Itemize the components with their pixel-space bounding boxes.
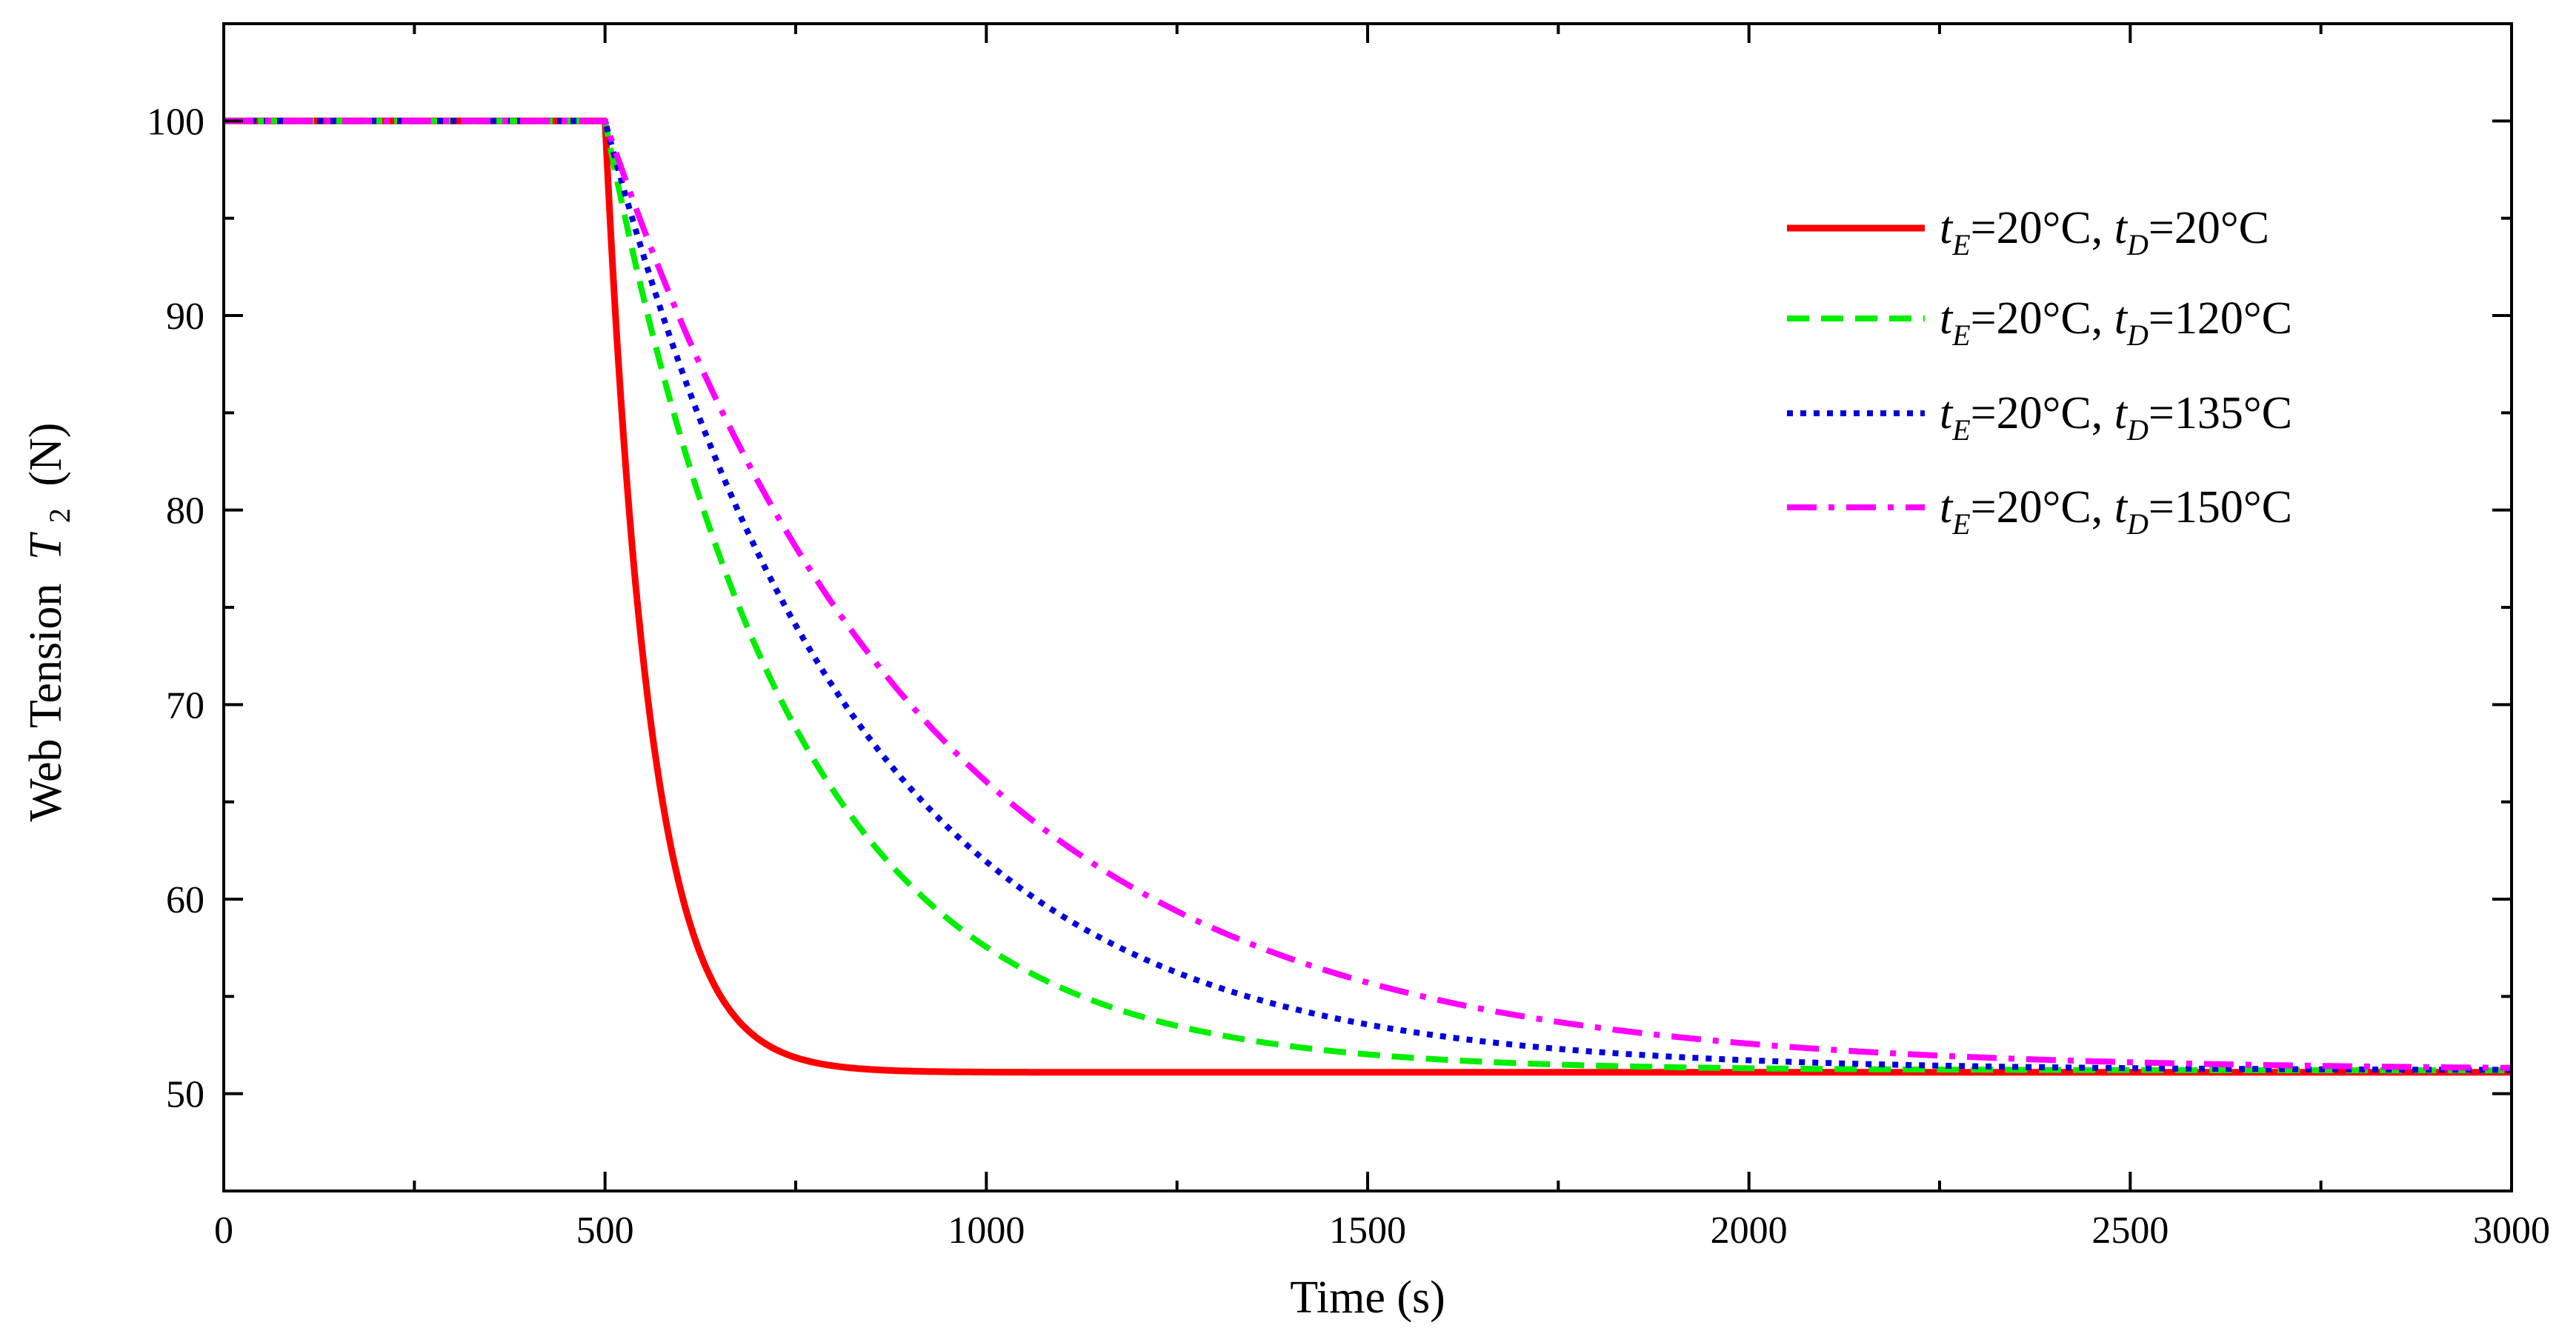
y-tick-label: 50 bbox=[166, 1074, 204, 1116]
x-tick-label: 2500 bbox=[2091, 1209, 2169, 1252]
legend-label-var: t bbox=[1940, 203, 1954, 253]
axis-ticks bbox=[222, 22, 2513, 1192]
legend-label: tE=20°C, tD=120°C bbox=[1940, 293, 2292, 352]
legend-label-value: =20°C bbox=[2149, 203, 2269, 253]
x-tick-label: 1500 bbox=[1329, 1209, 1406, 1252]
legend-label-var: t bbox=[1940, 482, 1954, 533]
y-axis-title-text: Web Tension bbox=[21, 584, 71, 822]
x-tick-label: 500 bbox=[576, 1209, 634, 1252]
legend-label-sub: D bbox=[2126, 228, 2149, 261]
legend-label-value: =135°C bbox=[2149, 388, 2292, 438]
y-tick-label: 60 bbox=[166, 879, 204, 921]
series-layer bbox=[223, 117, 2512, 1076]
x-tick-label: 0 bbox=[214, 1209, 233, 1252]
y-axis-title: Web Tension T 2 (N) bbox=[21, 423, 80, 822]
series-line bbox=[224, 118, 2512, 1073]
legend-label-var: t bbox=[2114, 388, 2129, 438]
legend-label-var: t bbox=[2114, 293, 2129, 344]
legend-label-value: =20°C, bbox=[1971, 203, 2114, 253]
series-line bbox=[223, 117, 2512, 1076]
y-tick-label: 100 bbox=[147, 101, 204, 143]
legend-label: tE=20°C, tD=135°C bbox=[1940, 388, 2292, 447]
legend-label-value: =20°C, bbox=[1971, 388, 2114, 438]
x-tick-label: 1000 bbox=[948, 1209, 1025, 1252]
legend-label-sub: D bbox=[2126, 507, 2149, 541]
y-tick-label: 80 bbox=[166, 490, 204, 533]
legend-label-sub: E bbox=[1951, 507, 1970, 541]
legend-label-sub: D bbox=[2126, 413, 2149, 447]
series-line bbox=[224, 118, 2512, 1074]
series-line bbox=[224, 118, 2512, 1071]
y-tick-label: 70 bbox=[166, 684, 204, 727]
legend-label-var: t bbox=[2114, 482, 2129, 533]
legend: tE=20°C, tD=20°CtE=20°C, tD=120°CtE=20°C… bbox=[1787, 203, 2292, 541]
y-axis-title-symbol: T bbox=[21, 531, 71, 560]
legend-label: tE=20°C, tD=150°C bbox=[1940, 482, 2292, 541]
legend-label-value: =20°C, bbox=[1971, 482, 2114, 533]
y-axis-title-unit: (N) bbox=[21, 423, 71, 487]
legend-label-var: t bbox=[1940, 388, 1954, 438]
tick-labels: 0 500 1000 1500 2000 2500 3000 50 60 70 80 90 100 bbox=[147, 101, 2550, 1252]
legend-label-var: t bbox=[1940, 293, 1954, 344]
legend-label-value: =150°C bbox=[2149, 482, 2292, 533]
legend-label: tE=20°C, tD=20°C bbox=[1940, 203, 2269, 261]
plot-frame bbox=[222, 22, 2513, 1192]
legend-label-value: =20°C, bbox=[1971, 293, 2114, 344]
x-axis-title: Time (s) bbox=[1290, 1272, 1445, 1323]
x-tick-label: 3000 bbox=[2473, 1209, 2550, 1252]
legend-label-value: =120°C bbox=[2149, 293, 2292, 344]
legend-label-sub: E bbox=[1951, 228, 1970, 261]
legend-label-sub: E bbox=[1951, 413, 1970, 447]
legend-label-sub: E bbox=[1951, 318, 1970, 352]
x-tick-label: 2000 bbox=[1711, 1209, 1788, 1252]
y-axis-title-subscript: 2 bbox=[43, 508, 76, 523]
legend-label-var: t bbox=[2114, 203, 2129, 253]
y-tick-label: 90 bbox=[166, 296, 204, 338]
legend-label-sub: D bbox=[2126, 318, 2149, 352]
